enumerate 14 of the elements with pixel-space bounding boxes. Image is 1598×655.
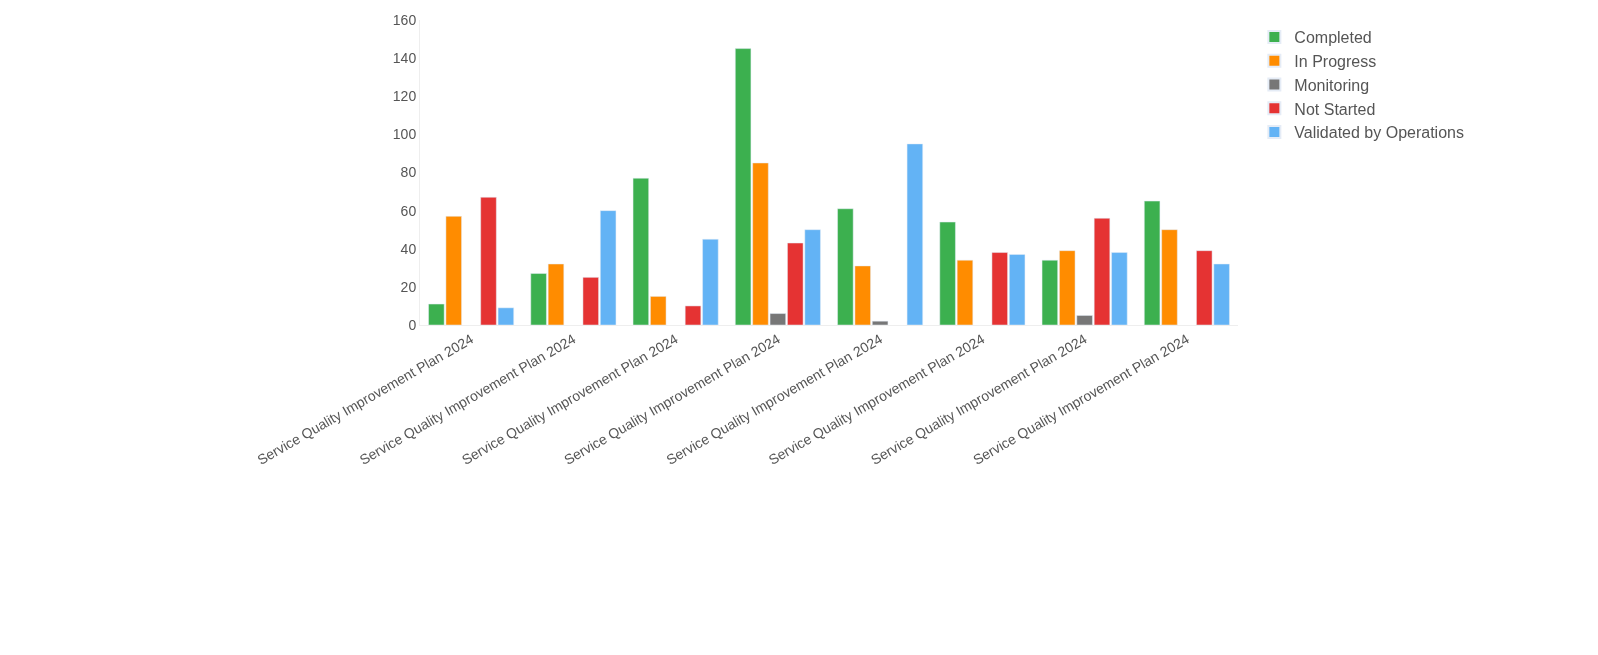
y-tick-label: 0	[408, 316, 417, 333]
y-tick-label: 20	[400, 278, 417, 295]
legend-label: In Progress	[1294, 52, 1377, 70]
y-tick-label: 160	[392, 11, 417, 28]
y-tick-label: 120	[392, 88, 417, 105]
legend-label: Monitoring	[1294, 76, 1370, 94]
y-tick-label: 100	[392, 126, 417, 143]
y-tick-label: 40	[400, 240, 417, 257]
y-tick-label: 80	[400, 164, 417, 181]
legend-label: Validated by Operations	[1294, 124, 1464, 142]
legend-label: Completed	[1294, 29, 1372, 47]
y-tick-label: 140	[392, 50, 417, 67]
legend-label: Not Started	[1294, 100, 1376, 118]
y-tick-label: 60	[400, 202, 417, 219]
